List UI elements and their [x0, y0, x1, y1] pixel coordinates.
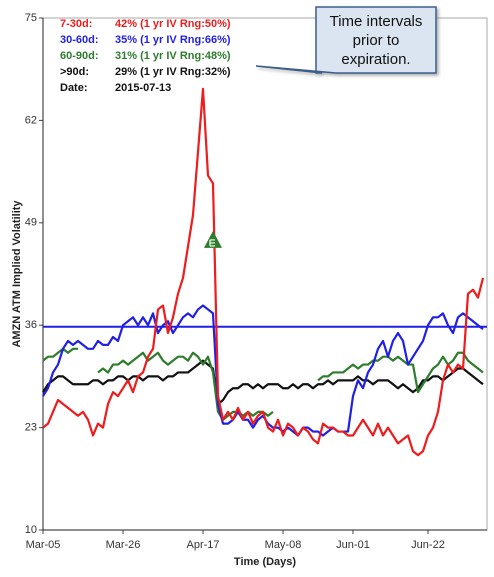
plot-area: [42, 17, 488, 531]
y-tick-label: 10: [25, 524, 37, 536]
callout-text: prior to: [353, 32, 400, 49]
y-tick-label: 23: [25, 422, 37, 434]
y-tick-label: 75: [25, 12, 37, 24]
legend-name: 60-90d:: [60, 50, 99, 62]
callout-text: Time intervals: [330, 13, 423, 30]
legend-name: 30-60d:: [60, 34, 99, 46]
callout: [255, 6, 437, 74]
x-tick-label: Jun-01: [336, 539, 370, 551]
legend-name: >90d:: [60, 66, 89, 78]
y-tick-label: 62: [25, 114, 37, 126]
x-tick-label: Apr-17: [186, 539, 219, 551]
legend-date-label: Date:: [60, 82, 88, 94]
series-line: [42, 304, 484, 437]
legend-text: 35% (1 yr IV Rng:66%): [115, 34, 231, 46]
callout-text: expiration.: [341, 51, 410, 68]
x-tick-label: Mar-05: [26, 539, 61, 551]
y-tick-label: 49: [25, 217, 37, 229]
legend-name: 7-30d:: [60, 18, 92, 30]
legend-text: 42% (1 yr IV Rng:50%): [115, 18, 231, 30]
series-line: [42, 347, 484, 421]
x-tick-label: Jun-22: [411, 539, 445, 551]
x-axis-title: Time (Days): [234, 556, 296, 568]
y-tick-label: 36: [25, 319, 37, 331]
x-tick-label: Mar-26: [106, 539, 141, 551]
legend-text: 31% (1 yr IV Rng:48%): [115, 50, 231, 62]
x-tick-label: May-08: [265, 539, 302, 551]
legend-text: 29% (1 yr IV Rng:32%): [115, 66, 231, 78]
callout-box: [255, 6, 437, 74]
series-line: [42, 87, 485, 457]
series-line: [42, 359, 484, 406]
event-marker-glyph: [209, 239, 215, 247]
legend-date: 2015-07-13: [115, 82, 171, 94]
y-axis-title: AMZN ATM Implied Volatility: [11, 200, 23, 348]
